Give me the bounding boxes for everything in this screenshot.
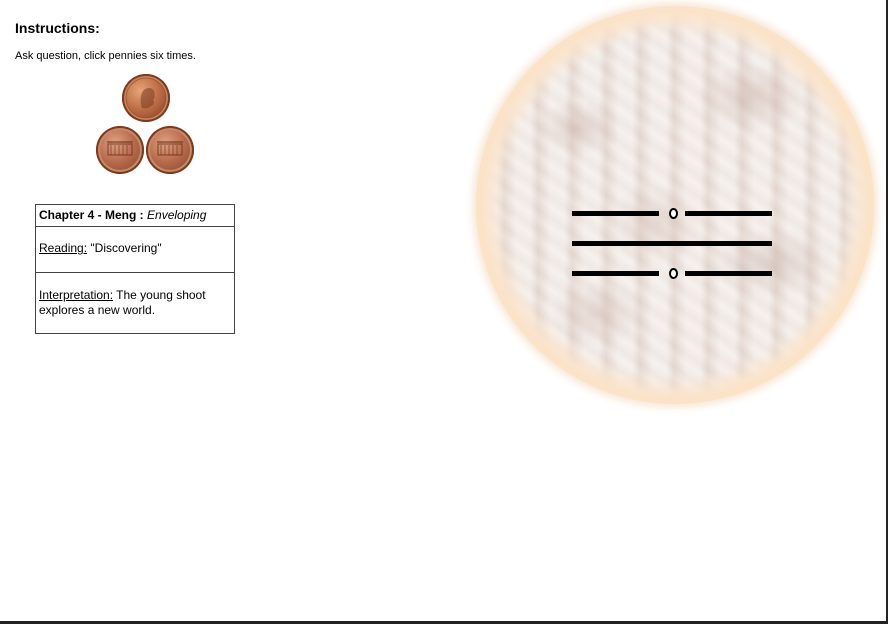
window-border-right bbox=[886, 0, 888, 624]
penny-heads-top[interactable] bbox=[122, 74, 170, 122]
penny-tails-right[interactable] bbox=[146, 126, 194, 174]
reading-label: Reading: bbox=[39, 241, 88, 255]
chapter-title-row: Chapter 4 - Meng : Enveloping bbox=[36, 205, 234, 227]
lincoln-memorial-icon bbox=[157, 141, 183, 156]
window-border-bottom bbox=[0, 621, 888, 624]
instructions-title: Instructions: bbox=[15, 20, 100, 36]
lincoln-memorial-icon bbox=[107, 141, 133, 156]
reading-row: Reading: "Discovering" bbox=[36, 227, 234, 273]
lincoln-profile-icon bbox=[125, 77, 167, 119]
changing-line-marker bbox=[669, 268, 678, 279]
penny-tails-left[interactable] bbox=[96, 126, 144, 174]
changing-line-marker bbox=[669, 208, 678, 219]
hexagram-line-bottom-right bbox=[685, 271, 772, 276]
instructions-text: Ask question, click pennies six times. bbox=[15, 50, 196, 62]
chapter-reading-panel: Chapter 4 - Meng : Enveloping Reading: "… bbox=[35, 204, 235, 334]
reading-text: "Discovering" bbox=[90, 241, 162, 255]
hexagram-line-top-left bbox=[572, 211, 659, 216]
marble-orb bbox=[482, 12, 868, 398]
chapter-name: Enveloping bbox=[147, 208, 207, 222]
hexagram-line-middle bbox=[572, 241, 772, 246]
interpretation-row: Interpretation: The young shoot explores… bbox=[36, 273, 234, 333]
chapter-title: Chapter 4 - Meng : bbox=[39, 208, 144, 222]
hexagram-line-bottom-left bbox=[572, 271, 659, 276]
hexagram-line-top-right bbox=[685, 211, 772, 216]
interpretation-label: Interpretation: bbox=[39, 288, 114, 302]
interpretation-text: The young shoot explores a new world. bbox=[39, 288, 206, 317]
